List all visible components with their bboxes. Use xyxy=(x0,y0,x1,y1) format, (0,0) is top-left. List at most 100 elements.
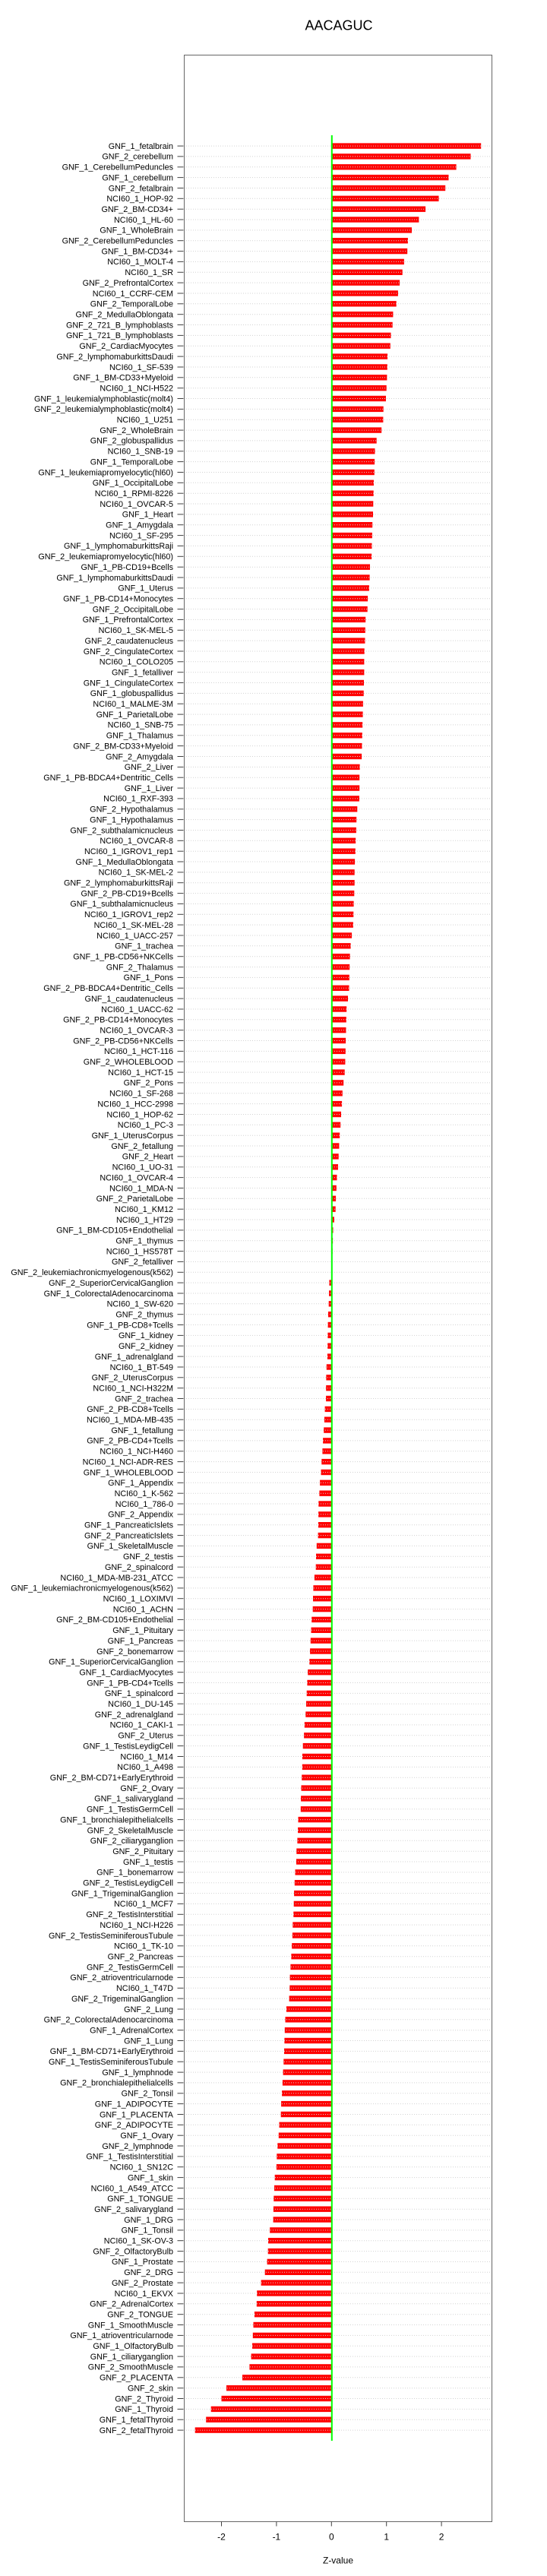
svg-text:GNF_1_TemporalLobe: GNF_1_TemporalLobe xyxy=(90,457,173,467)
svg-text:NCI60_1_SW-620: NCI60_1_SW-620 xyxy=(107,1300,173,1309)
svg-text:GNF_1_bronchialepithelialcells: GNF_1_bronchialepithelialcells xyxy=(60,1815,173,1824)
svg-text:NCI60_1_A549_ATCC: NCI60_1_A549_ATCC xyxy=(91,2184,174,2193)
svg-text:NCI60_1_OVCAR-8: NCI60_1_OVCAR-8 xyxy=(100,837,173,846)
svg-text:GNF_2_ParietalLobe: GNF_2_ParietalLobe xyxy=(96,1195,173,1204)
svg-text:GNF_2_Pancreas: GNF_2_Pancreas xyxy=(108,1953,174,1962)
svg-text:GNF_2_AdrenalCortex: GNF_2_AdrenalCortex xyxy=(90,2300,173,2309)
svg-text:GNF_1_PB-CD4+Tcells: GNF_1_PB-CD4+Tcells xyxy=(87,1679,173,1688)
svg-text:NCI60_1_NCI-ADR-RES: NCI60_1_NCI-ADR-RES xyxy=(83,1457,173,1467)
svg-text:GNF_1_BM-CD71+EarlyErythroid: GNF_1_BM-CD71+EarlyErythroid xyxy=(50,2047,173,2056)
svg-text:GNF_1_leukemiapromyelocytic(hl: GNF_1_leukemiapromyelocytic(hl60) xyxy=(38,468,173,477)
svg-text:GNF_1_Pons: GNF_1_Pons xyxy=(124,973,174,983)
svg-text:NCI60_1_ACHN: NCI60_1_ACHN xyxy=(113,1605,173,1614)
svg-text:NCI60_1_HCC-2998: NCI60_1_HCC-2998 xyxy=(97,1100,173,1109)
svg-text:GNF_2_Pituitary: GNF_2_Pituitary xyxy=(112,1847,173,1856)
svg-text:GNF_1_Pituitary: GNF_1_Pituitary xyxy=(112,1626,173,1635)
svg-text:GNF_1_trachea: GNF_1_trachea xyxy=(115,942,173,951)
svg-text:GNF_1_Lung: GNF_1_Lung xyxy=(124,2036,173,2046)
svg-text:GNF_2_SmoothMuscle: GNF_2_SmoothMuscle xyxy=(88,2363,173,2372)
svg-text:GNF_2_Heart: GNF_2_Heart xyxy=(122,1153,173,1162)
svg-text:GNF_1_skin: GNF_1_skin xyxy=(128,2173,173,2182)
svg-text:GNF_1_Thyroid: GNF_1_Thyroid xyxy=(115,2405,173,2414)
svg-text:GNF_1_MedullaOblongata: GNF_1_MedullaOblongata xyxy=(76,858,173,867)
svg-text:NCI60_1_HL-60: NCI60_1_HL-60 xyxy=(114,216,173,225)
svg-text:GNF_2_SuperiorCervicalGanglion: GNF_2_SuperiorCervicalGanglion xyxy=(49,1279,173,1288)
svg-text:NCI60_1_BT-549: NCI60_1_BT-549 xyxy=(110,1363,173,1372)
svg-text:NCI60_1_CCRF-CEM: NCI60_1_CCRF-CEM xyxy=(93,290,173,299)
svg-text:GNF_1_SmoothMuscle: GNF_1_SmoothMuscle xyxy=(88,2321,173,2330)
svg-text:GNF_1_cerebellum: GNF_1_cerebellum xyxy=(102,173,173,182)
svg-text:GNF_1_CerebellumPeduncles: GNF_1_CerebellumPeduncles xyxy=(62,163,174,172)
svg-text:GNF_1_PB-CD8+Tcells: GNF_1_PB-CD8+Tcells xyxy=(87,1321,173,1330)
svg-text:GNF_1_AdrenalCortex: GNF_1_AdrenalCortex xyxy=(90,2027,173,2036)
svg-text:GNF_1_PB-BDCA4+Dentritic_Cells: GNF_1_PB-BDCA4+Dentritic_Cells xyxy=(43,774,173,783)
svg-text:NCI60_1_NCI-H522: NCI60_1_NCI-H522 xyxy=(100,385,173,394)
svg-text:GNF_2_PB-CD4+Tcells: GNF_2_PB-CD4+Tcells xyxy=(87,1437,173,1446)
svg-text:NCI60_1_OVCAR-4: NCI60_1_OVCAR-4 xyxy=(100,1173,173,1182)
svg-text:NCI60_1_KM12: NCI60_1_KM12 xyxy=(115,1205,173,1214)
svg-text:GNF_2_TestisLeydigCell: GNF_2_TestisLeydigCell xyxy=(83,1879,173,1888)
svg-text:NCI60_1_MDA-MB-231_ATCC: NCI60_1_MDA-MB-231_ATCC xyxy=(60,1574,173,1583)
svg-text:NCI60_1_MDA-MB-435: NCI60_1_MDA-MB-435 xyxy=(87,1416,173,1425)
svg-text:GNF_2_leukemiapromyelocytic(hl: GNF_2_leukemiapromyelocytic(hl60) xyxy=(38,552,173,562)
svg-text:GNF_2_PancreaticIslets: GNF_2_PancreaticIslets xyxy=(84,1531,174,1540)
svg-text:GNF_2_bonemarrow: GNF_2_bonemarrow xyxy=(96,1647,173,1657)
svg-text:GNF_1_lymphomaburkittsDaudi: GNF_1_lymphomaburkittsDaudi xyxy=(56,574,173,583)
svg-text:GNF_1_kidney: GNF_1_kidney xyxy=(119,1331,174,1340)
svg-text:GNF_2_Thalamus: GNF_2_Thalamus xyxy=(106,963,174,972)
svg-text:NCI60_1_SN12C: NCI60_1_SN12C xyxy=(110,2163,174,2173)
svg-text:NCI60_1_A498: NCI60_1_A498 xyxy=(117,1763,173,1772)
svg-text:GNF_1_BM-CD105+Endothelial: GNF_1_BM-CD105+Endothelial xyxy=(56,1226,173,1236)
svg-text:-2: -2 xyxy=(217,2532,226,2543)
svg-text:GNF_2_TrigeminalGanglion: GNF_2_TrigeminalGanglion xyxy=(71,1995,173,2004)
svg-text:GNF_1_PLACENTA: GNF_1_PLACENTA xyxy=(100,2110,174,2119)
svg-text:GNF_1_atrioventricularnode: GNF_1_atrioventricularnode xyxy=(70,2331,173,2340)
svg-text:GNF_1_caudatenucleus: GNF_1_caudatenucleus xyxy=(85,995,174,1004)
svg-text:NCI60_1_NCI-H322M: NCI60_1_NCI-H322M xyxy=(93,1385,173,1394)
svg-text:NCI60_1_M14: NCI60_1_M14 xyxy=(120,1752,173,1761)
svg-text:GNF_1_Thalamus: GNF_1_Thalamus xyxy=(106,732,174,741)
svg-text:GNF_2_caudatenucleus: GNF_2_caudatenucleus xyxy=(85,637,174,646)
svg-text:GNF_2_ColorectalAdenocarcinoma: GNF_2_ColorectalAdenocarcinoma xyxy=(44,2016,173,2025)
svg-text:GNF_2_TestisInterstitial: GNF_2_TestisInterstitial xyxy=(86,1910,173,1919)
svg-text:GNF_2_ADIPOCYTE: GNF_2_ADIPOCYTE xyxy=(95,2121,173,2130)
svg-text:GNF_1_lymphnode: GNF_1_lymphnode xyxy=(102,2068,173,2078)
svg-text:GNF_2_CerebellumPeduncles: GNF_2_CerebellumPeduncles xyxy=(62,237,174,246)
svg-text:NCI60_1_K-562: NCI60_1_K-562 xyxy=(115,1489,173,1498)
svg-text:GNF_2_BM-CD71+EarlyErythroid: GNF_2_BM-CD71+EarlyErythroid xyxy=(50,1774,173,1783)
svg-text:GNF_2_fetalbrain: GNF_2_fetalbrain xyxy=(109,184,173,193)
svg-text:GNF_2_lymphomaburkittsDaudi: GNF_2_lymphomaburkittsDaudi xyxy=(56,353,173,362)
svg-text:GNF_1_adrenalgland: GNF_1_adrenalgland xyxy=(95,1353,173,1362)
svg-text:GNF_2_subthalamicnucleus: GNF_2_subthalamicnucleus xyxy=(70,826,173,835)
svg-text:GNF_1_ADIPOCYTE: GNF_1_ADIPOCYTE xyxy=(95,2100,173,2109)
svg-text:GNF_2_OccipitalLobe: GNF_2_OccipitalLobe xyxy=(93,605,173,614)
svg-text:-1: -1 xyxy=(273,2532,281,2543)
svg-text:GNF_2_skin: GNF_2_skin xyxy=(128,2385,173,2394)
svg-text:NCI60_1_UACC-257: NCI60_1_UACC-257 xyxy=(96,932,173,941)
svg-text:0: 0 xyxy=(329,2532,334,2543)
svg-text:GNF_2_PB-CD19+Bcells: GNF_2_PB-CD19+Bcells xyxy=(81,889,173,898)
svg-text:NCI60_1_OVCAR-3: NCI60_1_OVCAR-3 xyxy=(100,1027,173,1036)
svg-text:GNF_2_lymphnode: GNF_2_lymphnode xyxy=(102,2142,173,2151)
svg-text:GNF_2_cerebellum: GNF_2_cerebellum xyxy=(102,153,173,162)
svg-text:GNF_1_TestisSeminiferousTubule: GNF_1_TestisSeminiferousTubule xyxy=(49,2058,173,2067)
svg-text:GNF_2_DRG: GNF_2_DRG xyxy=(124,2268,173,2277)
svg-text:GNF_1_subthalamicnucleus: GNF_1_subthalamicnucleus xyxy=(70,900,173,909)
svg-text:GNF_2_Hypothalamus: GNF_2_Hypothalamus xyxy=(90,805,173,815)
svg-text:GNF_1_Appendix: GNF_1_Appendix xyxy=(108,1479,173,1488)
svg-text:GNF_2_Prostate: GNF_2_Prostate xyxy=(112,2279,173,2288)
svg-text:GNF_2_testis: GNF_2_testis xyxy=(123,1552,174,1562)
svg-text:NCI60_1_OVCAR-5: NCI60_1_OVCAR-5 xyxy=(100,500,173,509)
svg-text:GNF_2_fetalThyroid: GNF_2_fetalThyroid xyxy=(100,2426,173,2435)
svg-text:GNF_2_WHOLEBLOOD: GNF_2_WHOLEBLOOD xyxy=(84,1058,173,1067)
svg-text:GNF_1_BM-CD33+Myeloid: GNF_1_BM-CD33+Myeloid xyxy=(73,374,173,383)
svg-text:NCI60_1_T47D: NCI60_1_T47D xyxy=(116,1984,173,1993)
svg-text:GNF_2_PB-CD56+NKCells: GNF_2_PB-CD56+NKCells xyxy=(73,1036,173,1046)
svg-text:NCI60_1_U251: NCI60_1_U251 xyxy=(117,416,173,425)
svg-text:NCI60_1_SF-539: NCI60_1_SF-539 xyxy=(109,363,173,372)
svg-text:NCI60_1_MCF7: NCI60_1_MCF7 xyxy=(114,1900,173,1909)
svg-text:GNF_1_UterusCorpus: GNF_1_UterusCorpus xyxy=(92,1131,174,1141)
svg-text:GNF_2_OlfactoryBulb: GNF_2_OlfactoryBulb xyxy=(93,2247,173,2256)
svg-text:GNF_1_ciliaryganglion: GNF_1_ciliaryganglion xyxy=(90,2353,173,2362)
svg-text:NCI60_1_LOXIMVI: NCI60_1_LOXIMVI xyxy=(103,1595,173,1604)
